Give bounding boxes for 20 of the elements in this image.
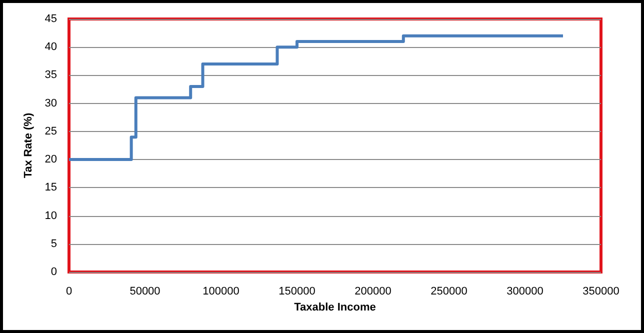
x-tick-label: 300000 — [506, 286, 544, 298]
x-axis-title: Taxable Income — [294, 301, 376, 314]
y-tick-label: 40 — [44, 41, 57, 54]
y-tick-label: 10 — [44, 210, 57, 222]
x-tick-label: 200000 — [354, 286, 392, 298]
y-tick-label: 30 — [44, 97, 57, 110]
y-tick-label: 5 — [50, 238, 57, 250]
y-tick-label: 15 — [44, 182, 57, 194]
y-tick-label: 20 — [44, 154, 57, 166]
x-tick-label: 100000 — [202, 286, 240, 298]
x-tick-label: 50000 — [130, 286, 160, 298]
x-tick-label: 250000 — [430, 286, 468, 298]
y-tick-label: 35 — [44, 69, 57, 82]
y-axis-title: Tax Rate (%) — [22, 112, 34, 178]
y-tick-label: 25 — [44, 125, 57, 138]
y-tick-label: 45 — [44, 13, 57, 25]
x-tick-label: 0 — [66, 286, 72, 298]
x-tick-label: 350000 — [582, 286, 620, 298]
y-tick-label: 0 — [50, 266, 57, 278]
x-tick-label: 150000 — [278, 286, 316, 298]
